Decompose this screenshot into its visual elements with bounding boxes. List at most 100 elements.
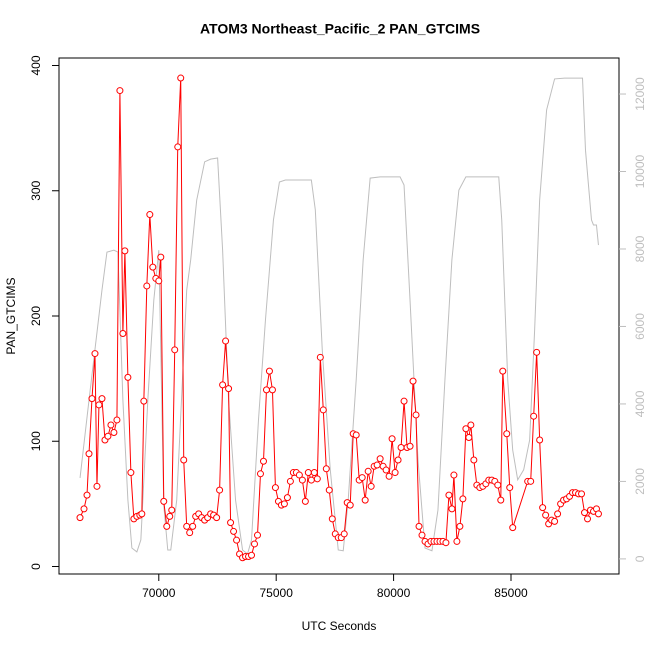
data-point (499, 367, 507, 375)
data-point (470, 456, 478, 464)
data-point (248, 551, 256, 559)
data-point (346, 501, 354, 509)
data-point (160, 497, 168, 505)
data-point (594, 510, 602, 518)
data-point (280, 500, 288, 508)
data-point (227, 519, 235, 527)
data-point (265, 367, 273, 375)
data-point (456, 522, 464, 530)
y2-tick-label: 0 (633, 555, 647, 562)
data-point (155, 277, 163, 285)
data-point (364, 467, 372, 475)
data-point (146, 211, 154, 219)
data-point (225, 385, 233, 393)
x-tick-label: 85000 (494, 586, 528, 600)
data-point (116, 87, 124, 95)
chart-title: ATOM3 Northeast_Pacific_2 PAN_GTCIMS (200, 21, 480, 37)
data-point (536, 436, 544, 444)
data-point (358, 474, 366, 482)
data-point (450, 471, 458, 479)
data-point (166, 512, 174, 520)
y2-tick-label: 6000 (633, 313, 647, 340)
data-point (127, 469, 135, 477)
data-point (467, 421, 475, 429)
data-point (85, 450, 93, 458)
data-point (262, 386, 270, 394)
data-point (581, 509, 589, 517)
y-tick-label: 400 (29, 55, 43, 75)
data-point (465, 433, 473, 441)
data-point (219, 381, 227, 389)
data-point (104, 432, 112, 440)
data-point (412, 411, 420, 419)
data-point (171, 346, 179, 354)
y2-tick-label: 12000 (633, 77, 647, 111)
data-point (497, 496, 505, 504)
x-tick-label: 80000 (377, 586, 411, 600)
data-point (93, 482, 101, 490)
data-point (376, 455, 384, 463)
data-point (462, 425, 470, 433)
data-point (80, 505, 88, 513)
data-point (189, 522, 197, 530)
data-point (168, 506, 176, 514)
y-tick-label: 200 (29, 306, 43, 326)
data-point (533, 348, 541, 356)
data-point (268, 386, 276, 394)
data-point (91, 350, 99, 358)
data-point (157, 253, 165, 261)
data-point (180, 456, 188, 464)
data-point (352, 431, 360, 439)
data-point (578, 490, 586, 498)
data-point (418, 531, 426, 539)
data-point (256, 470, 264, 478)
data-point (163, 522, 171, 530)
data-point (88, 395, 96, 403)
data-point (183, 522, 191, 530)
data-point (542, 511, 550, 519)
data-point (107, 421, 115, 429)
data-point (554, 510, 562, 518)
data-point (406, 442, 414, 450)
data-point (325, 486, 333, 494)
data-point (494, 481, 502, 489)
data-point (373, 461, 381, 469)
data-point (310, 469, 318, 477)
data-point (186, 529, 194, 537)
data-point (250, 540, 258, 548)
data-point (143, 282, 151, 290)
data-point (177, 74, 185, 82)
data-point (298, 476, 306, 484)
y-tick-label: 300 (29, 180, 43, 200)
data-point (254, 531, 262, 539)
series-line (79, 77, 599, 555)
data-point (140, 397, 148, 405)
data-point (271, 484, 279, 492)
data-point (322, 465, 330, 473)
data-point (527, 477, 535, 485)
data-point (216, 486, 224, 494)
data-point (174, 143, 182, 151)
data-point (119, 330, 127, 338)
data-point (83, 491, 91, 499)
data-point (110, 428, 118, 436)
y2-tick-label: 8000 (633, 235, 647, 262)
data-point (394, 456, 402, 464)
data-point (222, 337, 230, 345)
y2-tick-label: 10000 (633, 154, 647, 188)
data-point (138, 510, 146, 518)
data-point (340, 530, 348, 538)
data-point (442, 539, 450, 547)
data-point (259, 457, 267, 465)
data-point (409, 377, 417, 385)
data-point (367, 482, 375, 490)
data-point (213, 514, 221, 522)
data-point (328, 515, 336, 523)
data-point (397, 444, 405, 452)
data-point (230, 527, 238, 535)
data-point (445, 491, 453, 499)
data-point (459, 495, 467, 503)
data-point (286, 477, 294, 485)
series-line (79, 78, 599, 559)
